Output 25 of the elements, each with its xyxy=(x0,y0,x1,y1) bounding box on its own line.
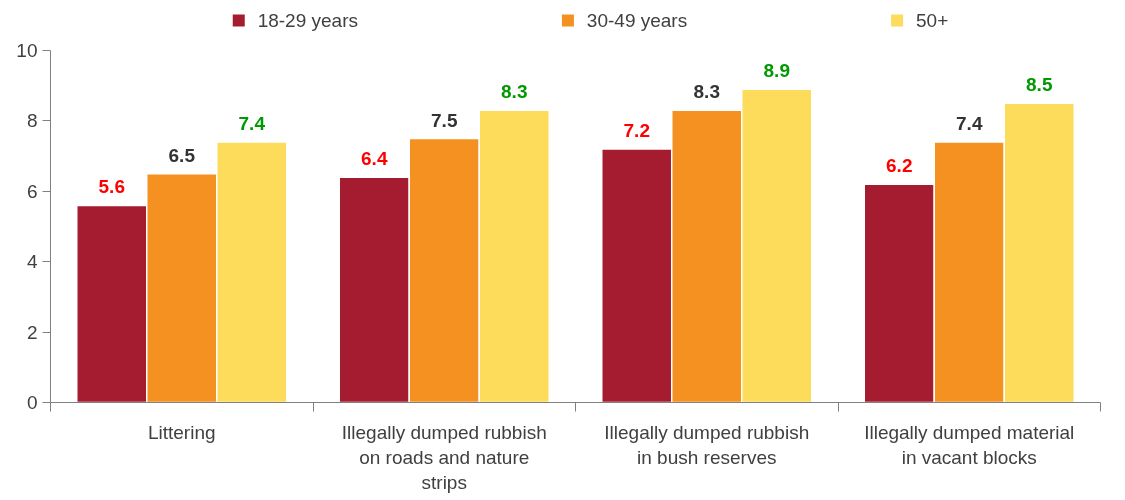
y-tick-label: 8 xyxy=(26,110,38,132)
legend-label: 18-29 years xyxy=(257,10,359,31)
data-label: 8.3 xyxy=(501,81,528,103)
legend-label: 50+ xyxy=(916,10,949,31)
data-label: 7.4 xyxy=(238,113,266,135)
x-tick-label: Illegally dumped rubbish in bush reserves xyxy=(604,421,810,468)
legend-label: 30-49 years xyxy=(586,10,688,31)
x-tick-label: Littering xyxy=(147,421,216,443)
data-label: 5.6 xyxy=(98,176,125,198)
data-label: 8.9 xyxy=(763,60,790,82)
y-tick-label: 4 xyxy=(26,251,38,273)
data-label: 8.3 xyxy=(693,81,720,103)
data-label: 7.4 xyxy=(956,113,983,135)
data-label: 8.5 xyxy=(1026,74,1053,96)
x-tick-label: Illegally dumped material in vacant blocks xyxy=(864,421,1075,468)
data-label: 6.4 xyxy=(361,148,388,170)
data-label: 7.5 xyxy=(431,109,458,131)
data-label: 6.2 xyxy=(886,155,913,177)
y-tick-label: 6 xyxy=(26,180,38,202)
y-tick-label: 10 xyxy=(16,40,38,61)
y-tick-label: 0 xyxy=(26,392,38,413)
y-tick-label: 2 xyxy=(26,321,38,343)
data-label: 6.5 xyxy=(168,144,196,166)
x-tick-label: Illegally dumped rubbish on roads and nature strips xyxy=(341,421,547,493)
data-label: 7.2 xyxy=(623,120,650,142)
